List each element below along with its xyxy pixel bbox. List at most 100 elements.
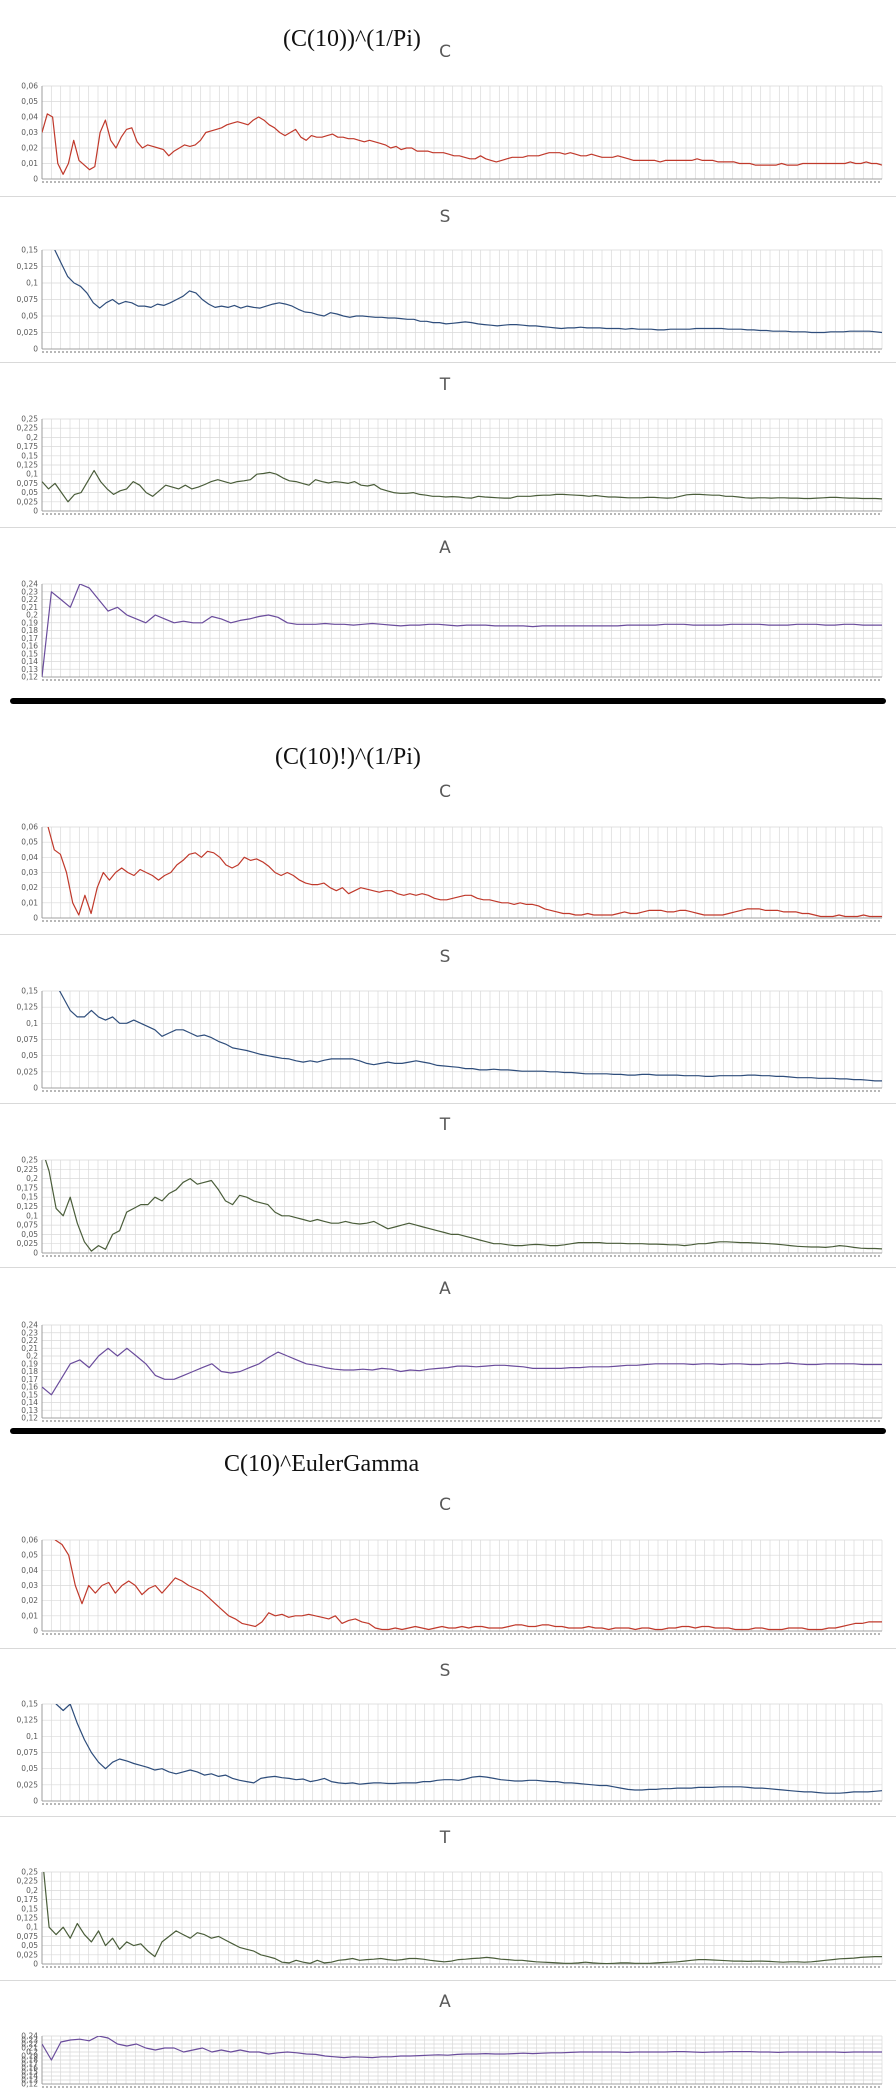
chart-separator xyxy=(0,1980,896,1981)
chart-title: C xyxy=(439,782,451,802)
y-tick-label: 0,04 xyxy=(21,113,38,122)
y-tick-label: 0,16 xyxy=(21,642,38,651)
y-tick-label: 0,15 xyxy=(21,246,38,255)
chart-3-t: T 00,0250,050,0750,10,1250,150,1750,20,22… xyxy=(17,1828,883,1969)
y-tick-label: 0,13 xyxy=(21,1406,38,1415)
y-tick-label: 0,175 xyxy=(17,1895,39,1904)
y-tick-label: 0,25 xyxy=(21,415,38,424)
y-tick-label: 0,2 xyxy=(26,1886,38,1895)
chart-title: C xyxy=(439,42,451,62)
y-tick-label: 0 xyxy=(33,345,38,354)
group-title-2: (C(10)!)^(1/Pi) xyxy=(275,744,421,770)
chart-title: A xyxy=(439,1992,451,2012)
y-tick-label: 0,225 xyxy=(17,1877,39,1886)
y-tick-label: 0,15 xyxy=(21,1904,38,1913)
y-tick-label: 0,12 xyxy=(21,2080,38,2089)
chart-title: A xyxy=(439,538,451,558)
y-tick-label: 0,125 xyxy=(17,1716,39,1725)
y-tick-label: 0,17 xyxy=(21,1375,38,1384)
y-tick-label: 0,1 xyxy=(26,1211,38,1220)
chart-1-c: C 0 0,01 0,02 0,03 0,04 0,05 0,06 xyxy=(21,42,883,184)
y-tick-label: 0,025 xyxy=(17,497,39,506)
chart-1-s: S 0 0,025 0,05 0,075 0,1 0,125 0,15 xyxy=(17,207,883,354)
chart-2-s: S 0 0,025 0,05 0,075 0,1 0,125 0,15 xyxy=(17,947,883,1093)
chart-title: S xyxy=(440,1661,451,1681)
y-tick-label: 0,05 xyxy=(21,1230,38,1239)
chart-separator xyxy=(0,1267,896,1268)
y-tick-label: 0,15 xyxy=(21,987,38,996)
y-tick-label: 0,06 xyxy=(21,823,38,832)
y-tick-label: 0,17 xyxy=(21,634,38,643)
series-line xyxy=(54,1540,882,1631)
y-tick-label: 0,15 xyxy=(21,451,38,460)
y-tick-label: 0 xyxy=(33,1249,38,1258)
y-tick-label: 0 xyxy=(33,1960,38,1969)
y-tick-label: 0,04 xyxy=(21,1566,38,1575)
series-line xyxy=(43,1872,882,1964)
y-tick-label: 0,25 xyxy=(21,1868,38,1877)
y-tick-label: 0,18 xyxy=(21,1367,38,1376)
y-tick-label: 0,075 xyxy=(17,1221,39,1230)
y-tick-label: 0,18 xyxy=(21,2056,38,2065)
y-tick-label: 0,21 xyxy=(21,603,38,612)
y-tick-label: 0,025 xyxy=(17,328,39,337)
y-tick-label: 0,02 xyxy=(21,883,38,892)
group-title-3: C(10)^EulerGamma xyxy=(224,1451,420,1477)
series-line xyxy=(42,1347,882,1396)
chart-separator xyxy=(0,196,896,197)
y-tick-label: 0,125 xyxy=(17,1003,39,1012)
y-tick-label: 0,2 xyxy=(26,611,38,620)
chart-title: C xyxy=(439,1495,451,1515)
y-tick-label: 0,075 xyxy=(17,295,39,304)
y-tick-label: 0,025 xyxy=(17,1067,39,1076)
chart-separator xyxy=(0,934,896,935)
y-tick-label: 0,22 xyxy=(21,595,38,604)
y-tick-label: 0,125 xyxy=(17,461,39,470)
y-tick-label: 0,06 xyxy=(21,82,38,91)
y-tick-label: 0,01 xyxy=(21,1611,38,1620)
y-tick-label: 0,05 xyxy=(21,488,38,497)
y-tick-label: 0,2 xyxy=(26,433,38,442)
y-tick-label: 0,05 xyxy=(21,312,38,321)
y-tick-label: 0,18 xyxy=(21,626,38,635)
y-tick-label: 0,16 xyxy=(21,2064,38,2073)
y-tick-label: 0 xyxy=(33,1084,38,1093)
series-line xyxy=(42,113,882,175)
y-tick-label: 0,03 xyxy=(21,128,38,137)
y-tick-label: 0,15 xyxy=(21,1700,38,1709)
chart-separator xyxy=(0,1648,896,1649)
group-divider-2 xyxy=(10,1428,886,1434)
chart-title: S xyxy=(440,207,451,227)
y-tick-label: 0,15 xyxy=(21,1193,38,1202)
y-tick-label: 0,15 xyxy=(21,2068,38,2077)
y-tick-label: 0,025 xyxy=(17,1780,39,1789)
chart-title: A xyxy=(439,1279,451,1299)
y-tick-label: 0,19 xyxy=(21,1359,38,1368)
chart-2-a: A 0,120,130,140,150,160,170,180,190,20,21… xyxy=(21,1279,883,1423)
chart-title: S xyxy=(440,947,451,967)
y-tick-label: 0,075 xyxy=(17,1035,39,1044)
y-tick-label: 0,06 xyxy=(21,1536,38,1545)
chart-title: T xyxy=(439,375,451,395)
y-tick-label: 0,21 xyxy=(21,1344,38,1353)
chart-separator xyxy=(0,527,896,528)
y-tick-label: 0,24 xyxy=(21,1321,38,1330)
series-line xyxy=(42,584,882,677)
y-tick-label: 0,2 xyxy=(26,1174,38,1183)
chart-1-a: A 0,120,130,140,150,160,170,180,190,20,21… xyxy=(21,538,883,682)
y-tick-label: 0,075 xyxy=(17,479,39,488)
y-tick-label: 0,225 xyxy=(17,424,39,433)
y-tick-label: 0,125 xyxy=(17,262,39,271)
y-tick-label: 0,23 xyxy=(21,587,38,596)
chart-3-c: C 0 0,01 0,02 0,03 0,04 0,05 0,06 xyxy=(21,1495,883,1636)
y-tick-label: 0 xyxy=(33,507,38,516)
y-tick-label: 0,21 xyxy=(21,2044,38,2053)
chart-separator xyxy=(0,1816,896,1817)
y-tick-label: 0,1 xyxy=(26,1732,38,1741)
y-tick-label: 0,15 xyxy=(21,649,38,658)
series-line xyxy=(42,469,882,503)
y-tick-label: 0,03 xyxy=(21,1581,38,1590)
chart-3-s: S 0 0,025 0,05 0,075 0,1 0,125 0,15 xyxy=(17,1661,883,1806)
